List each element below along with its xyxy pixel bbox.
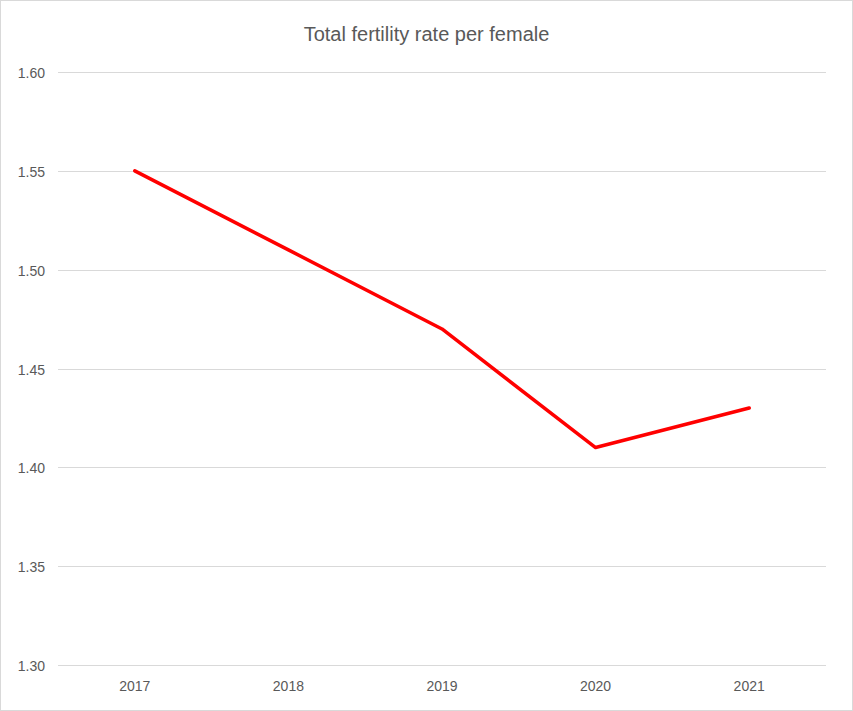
y-tick-label: 1.55 <box>18 164 45 180</box>
plot-area <box>135 171 749 448</box>
y-tick-label: 1.40 <box>18 460 45 476</box>
grid-line <box>58 467 826 468</box>
y-tick-label: 1.35 <box>18 559 45 575</box>
grid-line <box>58 665 826 666</box>
y-tick-label: 1.60 <box>18 65 45 81</box>
chart-container: Total fertility rate per female 1.30 1.35 1… <box>0 0 853 711</box>
grid-line <box>58 369 826 370</box>
x-tick-label: 2018 <box>273 678 304 694</box>
chart-title: Total fertility rate per female <box>304 23 550 45</box>
grid <box>58 73 826 666</box>
data-line <box>135 171 749 448</box>
y-tick-label: 1.30 <box>18 658 45 674</box>
chart-svg: Total fertility rate per female 1.30 1.35 1… <box>0 0 853 711</box>
chart-border <box>1 1 853 711</box>
x-tick-label: 2017 <box>119 678 150 694</box>
x-tick-label: 2020 <box>580 678 611 694</box>
x-tick-label: 2021 <box>734 678 765 694</box>
grid-line <box>58 270 826 271</box>
grid-line <box>58 171 826 172</box>
grid-line <box>58 72 826 73</box>
y-tick-label: 1.50 <box>18 263 45 279</box>
x-tick-label: 2019 <box>426 678 457 694</box>
grid-line <box>58 566 826 567</box>
y-tick-label: 1.45 <box>18 362 45 378</box>
